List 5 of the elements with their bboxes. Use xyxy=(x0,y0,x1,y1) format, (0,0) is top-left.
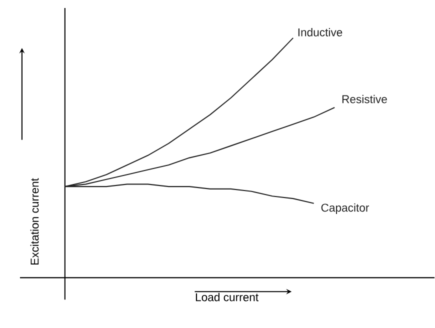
series-label: Resistive xyxy=(342,95,387,104)
series-label: Capacitor xyxy=(321,204,370,214)
x-axis-title: Load current xyxy=(196,293,258,302)
y-axis-title: Excitation current xyxy=(30,178,39,265)
series-label: Inductive xyxy=(298,28,342,37)
